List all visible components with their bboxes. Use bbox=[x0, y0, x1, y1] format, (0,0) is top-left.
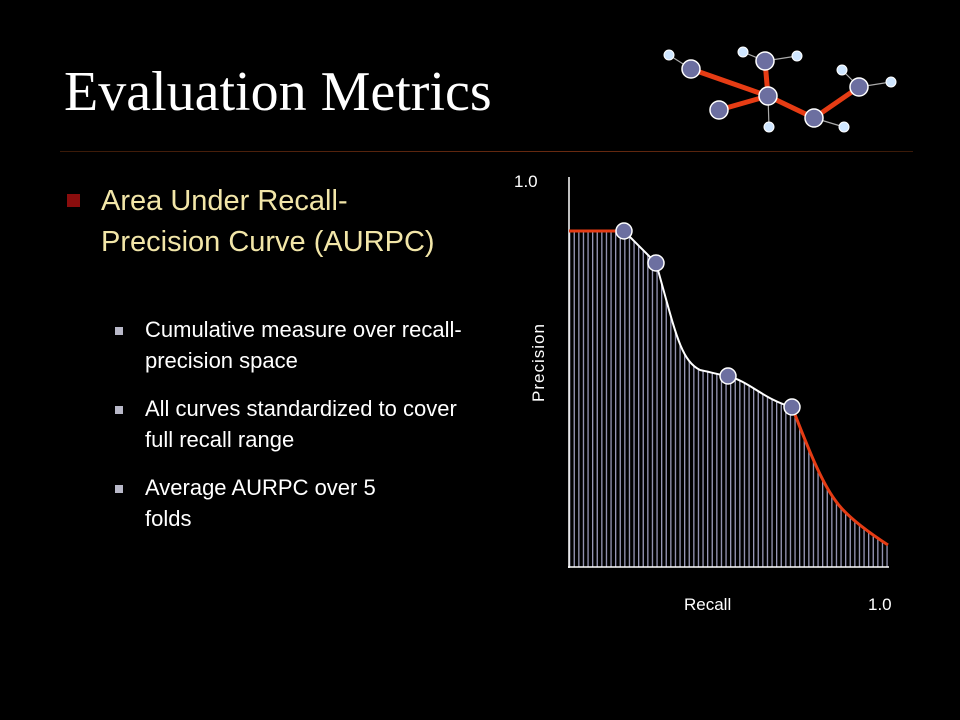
main-bullet-text: Area Under Recall-Precision Curve (AURPC… bbox=[101, 185, 435, 258]
sub-bullet-text: Average AURPC over 5 folds bbox=[145, 475, 376, 531]
slide-title: Evaluation Metrics bbox=[64, 61, 492, 123]
bullet-marker bbox=[115, 327, 123, 335]
recall-precision-diagram: 1.0 Precision Recall 1.0 bbox=[514, 172, 892, 614]
y-max-label: 1.0 bbox=[514, 172, 538, 191]
bullet-marker bbox=[67, 194, 80, 207]
curve-point bbox=[615, 222, 633, 240]
curve-point bbox=[647, 254, 665, 272]
sub-bullet: Average AURPC over 5 folds bbox=[115, 472, 497, 534]
curve-point bbox=[783, 398, 801, 416]
title-divider bbox=[60, 151, 913, 152]
sub-bullet: All curves standardized to cover full re… bbox=[115, 393, 497, 455]
sub-bullet-text: All curves standardized to cover full re… bbox=[145, 396, 457, 452]
y-axis-label: Precision bbox=[529, 323, 548, 402]
network-graph-icon bbox=[663, 46, 897, 133]
curve-point bbox=[719, 367, 737, 385]
sub-bullet: Cumulative measure over recall-precision… bbox=[115, 314, 497, 376]
x-axis-label: Recall bbox=[684, 595, 731, 614]
sub-bullet-text: Cumulative measure over recall-precision… bbox=[145, 317, 462, 373]
x-max-label: 1.0 bbox=[868, 595, 892, 614]
main-bullet: Area Under Recall-Precision Curve (AURPC… bbox=[67, 181, 458, 263]
bullet-marker bbox=[115, 406, 123, 414]
sub-bullet-list: Cumulative measure over recall-precision… bbox=[115, 314, 497, 551]
area-under-curve bbox=[569, 231, 888, 567]
curve-extension-right bbox=[790, 406, 889, 547]
bullet-marker bbox=[115, 485, 123, 493]
recall-precision-curve bbox=[623, 230, 793, 408]
